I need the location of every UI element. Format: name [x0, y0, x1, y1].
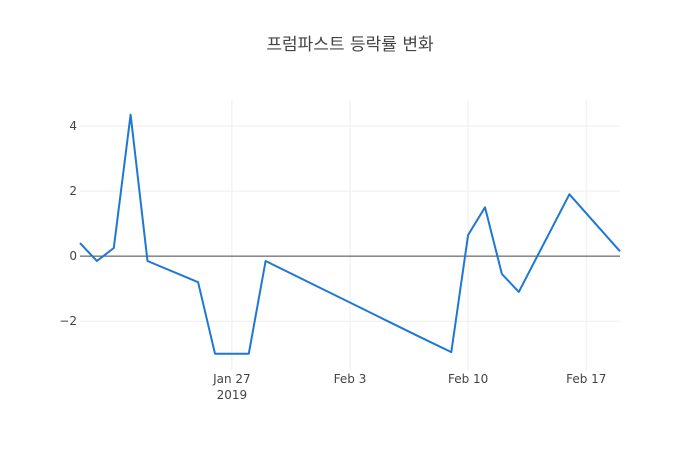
x-tick-label: Jan 27 [212, 372, 251, 386]
x-tick-label: Feb 3 [334, 372, 367, 386]
series-line [79, 113, 621, 355]
y-tick-label: 0 [69, 249, 77, 263]
axis-layer: Jan 27 2019 Feb 3 Feb 10 Feb 17 4 2 0 −2 [59, 119, 620, 402]
grid-layer [80, 100, 620, 370]
y-tick-label: 4 [69, 119, 77, 133]
x-tick-sublabel: 2019 [217, 388, 248, 402]
series-layer [79, 113, 621, 355]
x-tick-label: Feb 17 [566, 372, 606, 386]
x-tick-label: Feb 10 [448, 372, 488, 386]
chart-title: 프럼파스트 등락률 변화 [266, 35, 434, 55]
y-tick-label: −2 [59, 314, 77, 328]
y-tick-label: 2 [69, 184, 77, 198]
